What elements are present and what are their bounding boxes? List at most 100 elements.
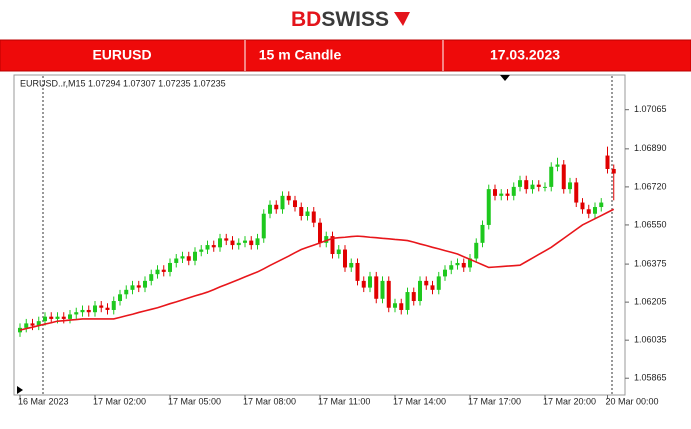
logo: BDSWISS — [291, 8, 389, 31]
x-tick-label: 17 Mar 14:00 — [393, 396, 446, 406]
candle-body — [561, 164, 566, 190]
y-tick-label: 1.06035 — [634, 335, 667, 345]
candle-body — [168, 262, 172, 272]
candle-body — [499, 193, 504, 196]
candle-body — [243, 240, 247, 243]
candle-body — [374, 276, 379, 299]
candle-body — [130, 285, 135, 290]
candle-body — [230, 240, 235, 246]
candle-body — [30, 323, 35, 326]
candle-body — [480, 224, 485, 243]
scroll-marker — [17, 386, 23, 394]
candle-body — [505, 193, 510, 196]
candle-body — [74, 312, 79, 315]
candle-body — [86, 309, 91, 313]
candle-body — [193, 251, 197, 261]
banner-timeframe: 15 m Candle — [259, 47, 342, 63]
candle-body — [449, 265, 454, 270]
candle-body — [49, 316, 54, 319]
y-tick-label: 1.06375 — [634, 258, 667, 268]
candle-body — [274, 204, 279, 210]
candle-body — [205, 245, 210, 250]
candle-body — [55, 316, 60, 319]
candle-body — [174, 258, 179, 263]
candle-body — [536, 184, 541, 187]
candle-body — [399, 303, 404, 310]
candle-body — [380, 280, 385, 299]
candle-body — [305, 211, 310, 216]
y-tick-label: 1.05865 — [634, 373, 667, 383]
candle-body — [486, 189, 491, 225]
candle-body — [355, 262, 360, 281]
candle-body — [36, 321, 41, 326]
candle-body — [405, 292, 410, 310]
candle-body — [218, 238, 222, 248]
banner-date: 17.03.2023 — [490, 47, 560, 63]
candle-body — [524, 180, 529, 190]
candle-body — [93, 305, 97, 313]
candle-body — [455, 262, 460, 266]
candle-body — [474, 242, 479, 259]
candle-body — [224, 238, 229, 241]
candle-body — [186, 256, 191, 261]
candle-body — [255, 238, 260, 246]
candle-body — [111, 301, 116, 310]
candle-body — [574, 182, 579, 203]
x-tick-label: 16 Mar 2023 — [18, 396, 69, 406]
candle-body — [599, 202, 604, 208]
candle-body — [436, 276, 441, 290]
moving-average — [19, 208, 615, 331]
candle-body — [418, 280, 422, 302]
y-tick-label: 1.06890 — [634, 143, 667, 153]
candle-body — [43, 316, 47, 322]
candle-body — [580, 202, 585, 210]
x-tick-label: 20 Mar 00:00 — [606, 396, 659, 406]
candle-body — [124, 289, 129, 295]
candle-body — [493, 189, 497, 196]
candle-body — [199, 249, 204, 252]
logo-arrow — [394, 12, 410, 26]
candle-body — [99, 305, 104, 308]
candle-body — [280, 195, 285, 210]
candle-body — [318, 222, 322, 243]
candle-body — [68, 314, 72, 319]
x-tick-label: 17 Mar 08:00 — [243, 396, 296, 406]
candle-body — [161, 269, 166, 272]
candle-body — [518, 180, 522, 187]
y-tick-label: 1.06720 — [634, 181, 667, 191]
candle-body — [261, 213, 266, 239]
banner-symbol: EURUSD — [92, 47, 151, 63]
info-label: EURUSD..r,M15 1.07294 1.07307 1.07235 1.… — [20, 78, 226, 88]
candle-body — [349, 262, 354, 268]
candle-body — [293, 200, 297, 208]
x-tick-label: 17 Mar 20:00 — [543, 396, 596, 406]
candle-body — [268, 204, 272, 214]
candle-body — [586, 209, 591, 214]
candle-body — [311, 211, 316, 223]
candle-body — [568, 182, 572, 190]
y-tick-label: 1.06550 — [634, 219, 667, 229]
candle-body — [605, 155, 610, 169]
shift-marker — [500, 75, 510, 81]
candle-body — [155, 269, 160, 275]
candle-body — [324, 236, 329, 243]
candle-body — [136, 285, 141, 288]
candle-body — [211, 245, 216, 248]
candle-body — [286, 195, 291, 201]
banner — [0, 39, 691, 72]
candle-body — [118, 294, 122, 302]
candle-body — [461, 262, 466, 268]
candle-body — [468, 258, 472, 268]
y-tick-label: 1.07065 — [634, 104, 667, 114]
candle-body — [149, 274, 154, 281]
candle-body — [249, 240, 254, 246]
candle-body — [611, 168, 616, 174]
candle-body — [443, 269, 447, 277]
y-tick-label: 1.06205 — [634, 297, 667, 307]
candle-body — [236, 242, 241, 246]
candle-body — [530, 184, 535, 190]
candle-body — [424, 280, 429, 286]
candle-body — [430, 285, 435, 290]
logo-bd: BD — [291, 8, 321, 31]
